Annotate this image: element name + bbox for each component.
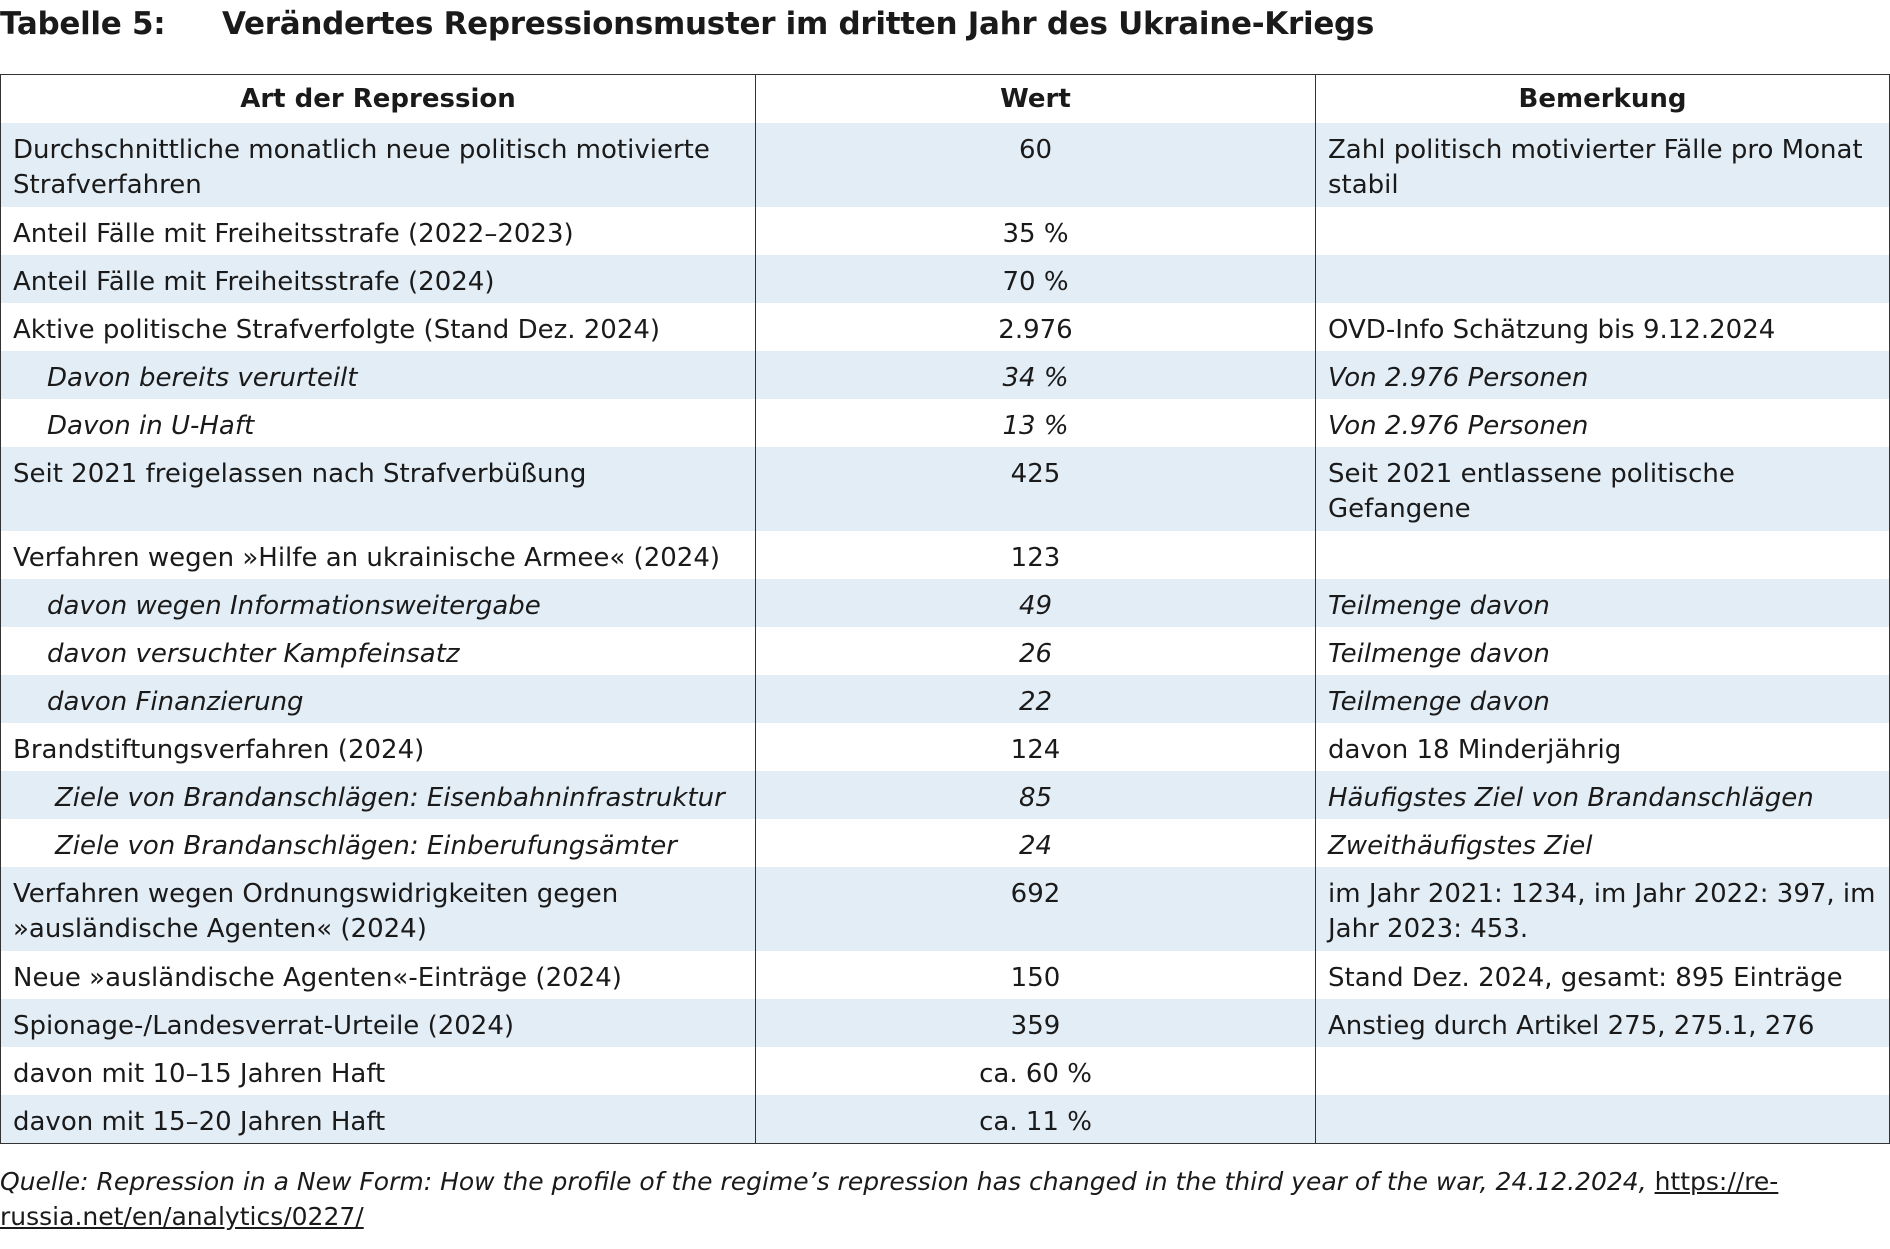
cell-bemerkung: Von 2.976 Personen (1315, 399, 1890, 447)
source-note: Quelle: Repression in a New Form: How th… (0, 1164, 1889, 1234)
table-row: Seit 2021 freigelassen nach Strafverbüßu… (0, 447, 1890, 531)
cell-wert: 85 (755, 771, 1316, 819)
cell-bemerkung (1315, 207, 1890, 255)
cell-art: Durchschnittliche monatlich neue politis… (0, 123, 756, 207)
cell-wert: 150 (755, 951, 1316, 999)
cell-art: Davon bereits verurteilt (0, 351, 756, 399)
source-text: Quelle: Repression in a New Form: How th… (0, 1167, 1655, 1196)
cell-art: davon versuchter Kampfeinsatz (0, 627, 756, 675)
cell-bemerkung: Zahl politisch motivierter Fälle pro Mon… (1315, 123, 1890, 207)
cell-art: Anteil Fälle mit Freiheitsstrafe (2022–2… (0, 207, 756, 255)
cell-art: davon wegen Informationsweitergabe (0, 579, 756, 627)
table-row: Verfahren wegen »Hilfe an ukrainische Ar… (0, 531, 1890, 579)
cell-bemerkung (1315, 255, 1890, 303)
cell-art: Davon in U-Haft (0, 399, 756, 447)
cell-art: Ziele von Brandanschlägen: Einberufungsä… (0, 819, 756, 867)
cell-wert: 35 % (755, 207, 1316, 255)
cell-wert: 49 (755, 579, 1316, 627)
table-row: Ziele von Brandanschlägen: Eisenbahninfr… (0, 771, 1890, 819)
cell-wert: 124 (755, 723, 1316, 771)
cell-wert: 26 (755, 627, 1316, 675)
column-header-bemerkung: Bemerkung (1315, 74, 1890, 123)
cell-bemerkung (1315, 1095, 1890, 1144)
cell-art: Anteil Fälle mit Freiheitsstrafe (2024) (0, 255, 756, 303)
table-row: Davon bereits verurteilt 34 % Von 2.976 Pe… (0, 351, 1890, 399)
table-row: Spionage-/Landesverrat-Urteile (2024) 359… (0, 999, 1890, 1047)
cell-art: Neue »ausländische Agenten«-Einträge (20… (0, 951, 756, 999)
cell-art: Verfahren wegen »Hilfe an ukrainische Ar… (0, 531, 756, 579)
cell-bemerkung (1315, 531, 1890, 579)
cell-art: Ziele von Brandanschlägen: Eisenbahninfr… (0, 771, 756, 819)
table-row: davon mit 15–20 Jahren Haft ca. 11 % (0, 1095, 1890, 1144)
cell-wert: ca. 11 % (755, 1095, 1316, 1144)
cell-wert: 13 % (755, 399, 1316, 447)
cell-bemerkung: Seit 2021 entlassene politische Gefangen… (1315, 447, 1890, 531)
cell-bemerkung: Häufigstes Ziel von Brandanschlägen (1315, 771, 1890, 819)
cell-bemerkung: Anstieg durch Artikel 275, 275.1, 276 (1315, 999, 1890, 1047)
cell-art: Brandstiftungsverfahren (2024) (0, 723, 756, 771)
cell-wert: 2.976 (755, 303, 1316, 351)
cell-wert: 70 % (755, 255, 1316, 303)
table-row: Ziele von Brandanschlägen: Einberufungsä… (0, 819, 1890, 867)
cell-wert: ca. 60 % (755, 1047, 1316, 1095)
table-row: Anteil Fälle mit Freiheitsstrafe (2022–2… (0, 207, 1890, 255)
cell-wert: 425 (755, 447, 1316, 531)
cell-wert: 24 (755, 819, 1316, 867)
cell-wert: 692 (755, 867, 1316, 951)
cell-art: Spionage-/Landesverrat-Urteile (2024) (0, 999, 756, 1047)
cell-bemerkung: Teilmenge davon (1315, 579, 1890, 627)
table-row: davon wegen Informationsweitergabe 49 Teil… (0, 579, 1890, 627)
table-header-row: Art der Repression Wert Bemerkung (0, 74, 1890, 123)
column-header-wert: Wert (755, 74, 1316, 123)
cell-bemerkung: Von 2.976 Personen (1315, 351, 1890, 399)
table-label: Tabelle 5: (0, 6, 166, 42)
repression-table: Art der Repression Wert Bemerkung Durchs… (0, 74, 1890, 1144)
cell-bemerkung: im Jahr 2021: 1234, im Jahr 2022: 397, i… (1315, 867, 1890, 951)
cell-bemerkung: OVD-Info Schätzung bis 9.12.2024 (1315, 303, 1890, 351)
cell-wert: 60 (755, 123, 1316, 207)
table-row: davon Finanzierung 22 Teilmenge davon (0, 675, 1890, 723)
cell-bemerkung: davon 18 Minderjährig (1315, 723, 1890, 771)
cell-art: davon Finanzierung (0, 675, 756, 723)
table-row: Verfahren wegen Ordnungswidrigkeiten geg… (0, 867, 1890, 951)
table-row: Aktive politische Strafverfolgte (Stand … (0, 303, 1890, 351)
table-body: Durchschnittliche monatlich neue politis… (0, 123, 1890, 1144)
table-row: Anteil Fälle mit Freiheitsstrafe (2024) 7… (0, 255, 1890, 303)
cell-wert: 359 (755, 999, 1316, 1047)
cell-bemerkung (1315, 1047, 1890, 1095)
cell-wert: 123 (755, 531, 1316, 579)
cell-art: Seit 2021 freigelassen nach Strafverbüßu… (0, 447, 756, 531)
table-row: davon mit 10–15 Jahren Haft ca. 60 % (0, 1047, 1890, 1095)
cell-bemerkung: Zweithäufigstes Ziel (1315, 819, 1890, 867)
cell-art: davon mit 10–15 Jahren Haft (0, 1047, 756, 1095)
table-row: Brandstiftungsverfahren (2024) 124 davon 1… (0, 723, 1890, 771)
cell-art: Aktive politische Strafverfolgte (Stand … (0, 303, 756, 351)
cell-art: davon mit 15–20 Jahren Haft (0, 1095, 756, 1144)
cell-art: Verfahren wegen Ordnungswidrigkeiten geg… (0, 867, 756, 951)
column-header-art: Art der Repression (0, 74, 756, 123)
table-row: Davon in U-Haft 13 % Von 2.976 Personen (0, 399, 1890, 447)
cell-bemerkung: Teilmenge davon (1315, 627, 1890, 675)
table-row: Durchschnittliche monatlich neue politis… (0, 123, 1890, 207)
table-title: Verändertes Repressionsmuster im dritten… (222, 6, 1375, 42)
cell-wert: 22 (755, 675, 1316, 723)
table-row: davon versuchter Kampfeinsatz 26 Teilmenge… (0, 627, 1890, 675)
table-row: Neue »ausländische Agenten«-Einträge (20… (0, 951, 1890, 999)
cell-wert: 34 % (755, 351, 1316, 399)
cell-bemerkung: Stand Dez. 2024, gesamt: 895 Einträge (1315, 951, 1890, 999)
cell-bemerkung: Teilmenge davon (1315, 675, 1890, 723)
source-link[interactable]: https://re-russia.net/en/analytics/0227/ (0, 1167, 1779, 1231)
